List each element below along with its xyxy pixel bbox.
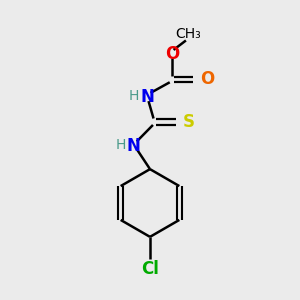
Text: CH₃: CH₃: [176, 27, 201, 41]
Text: Cl: Cl: [141, 260, 159, 278]
Text: H: H: [128, 89, 139, 103]
Text: S: S: [182, 113, 194, 131]
Text: O: O: [165, 45, 179, 63]
Text: N: N: [127, 136, 141, 154]
Text: N: N: [140, 88, 154, 106]
Text: H: H: [115, 138, 126, 152]
Text: O: O: [200, 70, 214, 88]
